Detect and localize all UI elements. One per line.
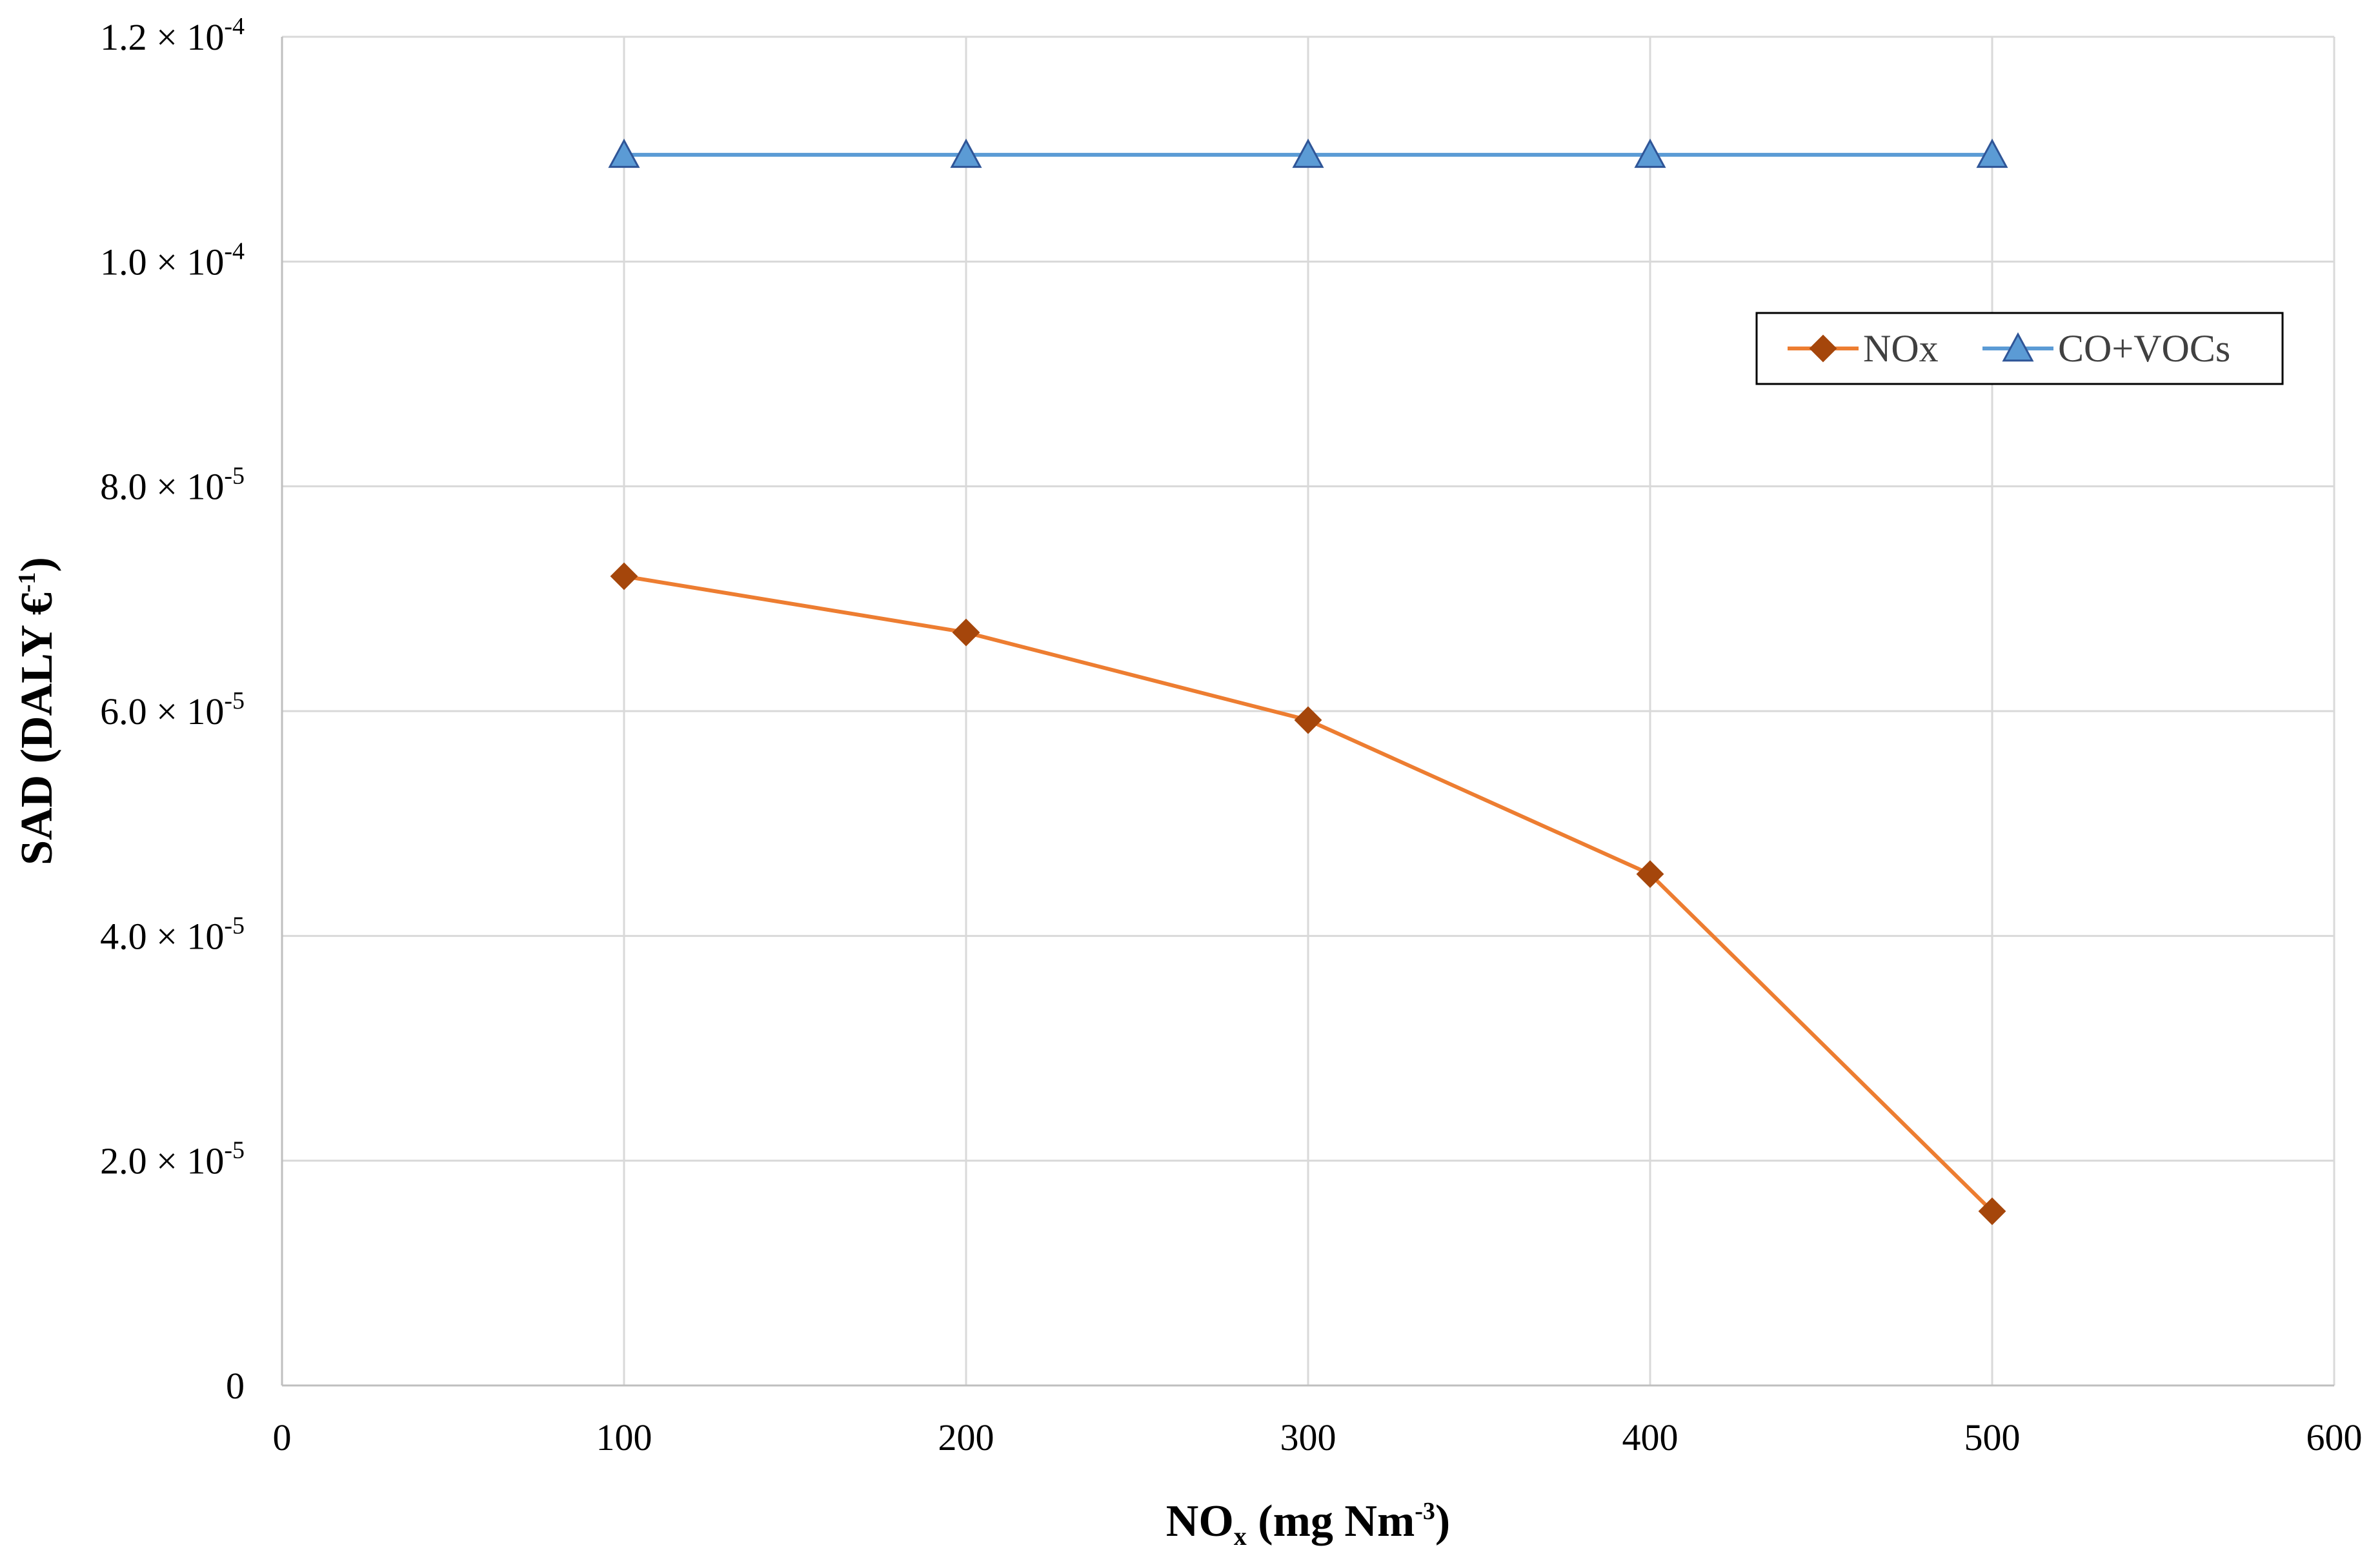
legend: NOx CO+VOCs: [1755, 312, 2284, 385]
series-group: [608, 138, 2008, 1225]
data-point: [950, 138, 982, 168]
x-tick-label: 0: [273, 1416, 292, 1458]
axes: [281, 37, 2334, 1387]
data-point: [1636, 860, 1664, 888]
y-tick-label: 1.0 × 10-4: [100, 237, 245, 283]
data-point: [610, 562, 638, 590]
y-tick-label: 1.2 × 10-4: [100, 13, 245, 58]
data-point: [1634, 138, 1666, 168]
legend-item: CO+VOCs: [1982, 327, 2230, 370]
y-tick-label: 6.0 × 10-5: [100, 687, 245, 732]
data-point: [1292, 138, 1324, 168]
x-tick-label: 500: [1964, 1416, 2021, 1458]
y-tick-label: 0: [226, 1365, 245, 1407]
x-tick-label: 200: [938, 1416, 994, 1458]
data-point: [952, 618, 980, 647]
legend-label: CO+VOCs: [2058, 327, 2230, 370]
data-point: [1976, 138, 2008, 168]
data-point: [1294, 706, 1322, 734]
series-co-vocs: [608, 138, 2008, 168]
x-tick-label: 400: [1622, 1416, 1679, 1458]
y-tick-label: 2.0 × 10-5: [100, 1137, 245, 1182]
x-tick-label: 300: [1280, 1416, 1336, 1458]
x-axis-title: NOx (mg Nm-3): [1166, 1496, 1450, 1551]
y-axis-title: SAD (DALY €-1): [12, 557, 62, 865]
series-nox: [610, 562, 2006, 1225]
legend-item: NOx: [1788, 327, 1939, 370]
data-point: [1809, 334, 1837, 363]
x-tick-label: 100: [596, 1416, 652, 1458]
x-tick-label: 600: [2306, 1416, 2363, 1458]
data-point: [1978, 1197, 2006, 1225]
data-point: [608, 138, 640, 168]
legend-label: NOx: [1863, 327, 1939, 370]
y-tick-label: 8.0 × 10-5: [100, 463, 245, 508]
data-point: [2002, 332, 2034, 362]
tick-labels: 0 100 200 300 400 500 600 0 2.0 × 10-5 4.0 × 10-5…: [100, 13, 2362, 1458]
y-tick-label: 4.0 × 10-5: [100, 912, 245, 957]
